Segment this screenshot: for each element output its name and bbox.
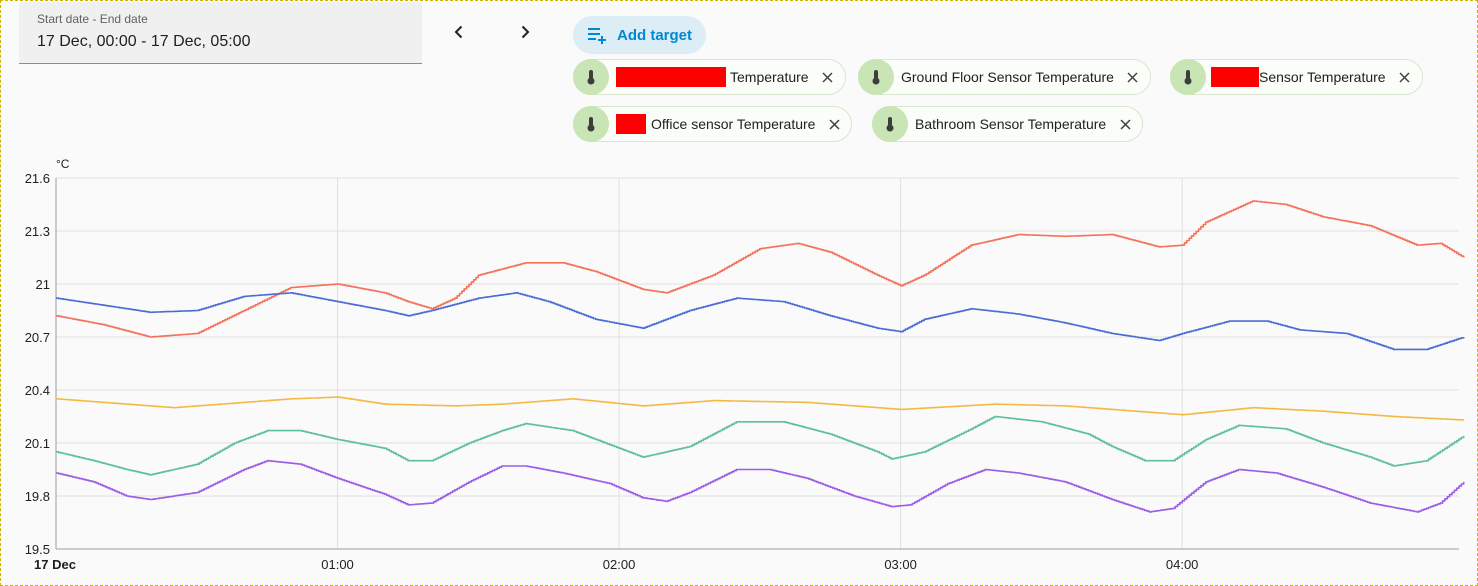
x-tick-label: 01:00 — [321, 557, 354, 572]
redacted-name — [616, 114, 646, 134]
close-icon — [1127, 71, 1138, 83]
remove-target-button[interactable] — [825, 115, 843, 133]
y-tick-label: 21 — [36, 277, 50, 292]
thermometer-icon — [1170, 59, 1206, 95]
add-target-label: Add target — [617, 26, 692, 44]
date-range-value: 17 Dec, 00:00 - 17 Dec, 05:00 — [37, 33, 251, 50]
close-icon — [1120, 118, 1131, 130]
x-tick-label: 03:00 — [884, 557, 917, 572]
x-tick-label: 17 Dec — [34, 557, 76, 572]
series-line-1 — [56, 292, 1465, 351]
target-chip-label: Temperature — [730, 69, 809, 85]
add-target-button[interactable]: Add target — [573, 16, 706, 54]
y-tick-label: 21.3 — [25, 224, 50, 239]
next-period-button[interactable] — [507, 14, 543, 50]
target-chip-label: Sensor Temperature — [1259, 69, 1386, 85]
y-axis-unit: °C — [56, 157, 70, 171]
date-range-picker[interactable]: Start date - End date 17 Dec, 00:00 - 17… — [19, 2, 422, 64]
remove-target-button[interactable] — [1396, 68, 1414, 86]
y-tick-label: 19.5 — [25, 542, 50, 557]
remove-target-button[interactable] — [1124, 68, 1142, 86]
series-line-3 — [56, 415, 1465, 476]
target-chip[interactable]: Ground Floor Sensor Temperature — [858, 59, 1151, 95]
thermometer-icon — [872, 106, 908, 142]
thermometer-icon — [573, 106, 609, 142]
thermometer-icon — [858, 59, 894, 95]
y-tick-label: 21.6 — [25, 171, 50, 186]
series-line-4 — [56, 459, 1465, 513]
chart-grid — [55, 177, 1459, 550]
target-chip-label: Ground Floor Sensor Temperature — [901, 69, 1114, 85]
target-chip[interactable]: Sensor Temperature — [1170, 59, 1423, 95]
target-chip[interactable]: Temperature — [573, 59, 846, 95]
redacted-name — [1211, 67, 1259, 87]
thermometer-icon — [573, 59, 609, 95]
x-tick-label: 04:00 — [1166, 557, 1199, 572]
chevron-right-icon — [521, 25, 530, 39]
target-chip[interactable]: Bathroom Sensor Temperature — [872, 106, 1144, 142]
y-tick-label: 20.1 — [25, 436, 50, 451]
chart-series — [56, 200, 1465, 513]
history-chart[interactable]: °C 19.5 19.8 20.1 20.4 20.7 21 21.3 21.6 17 Dec 0… — [0, 150, 1478, 586]
date-range-label: Start date - End date — [37, 12, 148, 26]
y-tick-label: 19.8 — [25, 489, 50, 504]
y-tick-label: 20.4 — [25, 383, 50, 398]
close-icon — [829, 118, 840, 130]
close-icon — [822, 71, 833, 83]
target-chip-label: Office sensor Temperature — [651, 116, 816, 132]
y-tick-label: 20.7 — [25, 330, 50, 345]
x-tick-label: 02:00 — [603, 557, 636, 572]
redacted-name — [616, 67, 726, 87]
playlist-plus-icon — [588, 28, 606, 44]
previous-period-button[interactable] — [441, 14, 477, 50]
series-line-0 — [56, 200, 1465, 338]
remove-target-button[interactable] — [1116, 115, 1134, 133]
series-line-2 — [56, 396, 1465, 421]
target-chip[interactable]: Office sensor Temperature — [573, 106, 853, 142]
close-icon — [1399, 71, 1410, 83]
chart-ticks: 19.5 19.8 20.1 20.4 20.7 21 21.3 21.6 17 Dec 01:0… — [25, 171, 1199, 572]
remove-target-button[interactable] — [819, 68, 837, 86]
chevron-left-icon — [454, 25, 463, 39]
target-chip-label: Bathroom Sensor Temperature — [915, 116, 1107, 132]
